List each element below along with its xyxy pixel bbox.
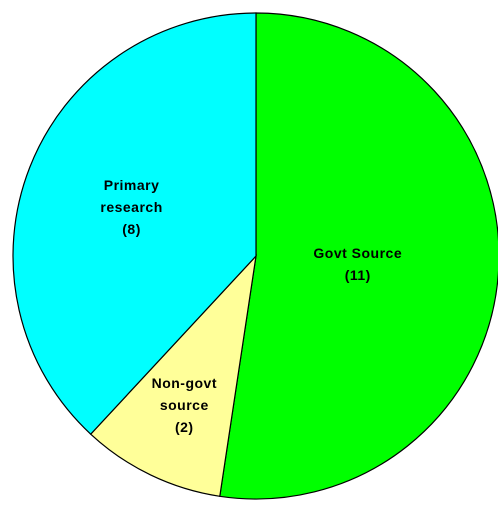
slice-value-label: (2)	[174, 418, 194, 435]
slice-label: Primary research	[100, 177, 163, 216]
pie-slice	[89, 254, 257, 497]
slice-label: Non-govt source	[151, 374, 218, 413]
slice-value-label: (8)	[122, 221, 141, 238]
pie-slice	[219, 12, 498, 500]
slice-label: Govt Source	[313, 244, 403, 261]
slice-value-label: (11)	[344, 266, 371, 283]
pie-slice	[12, 12, 257, 435]
